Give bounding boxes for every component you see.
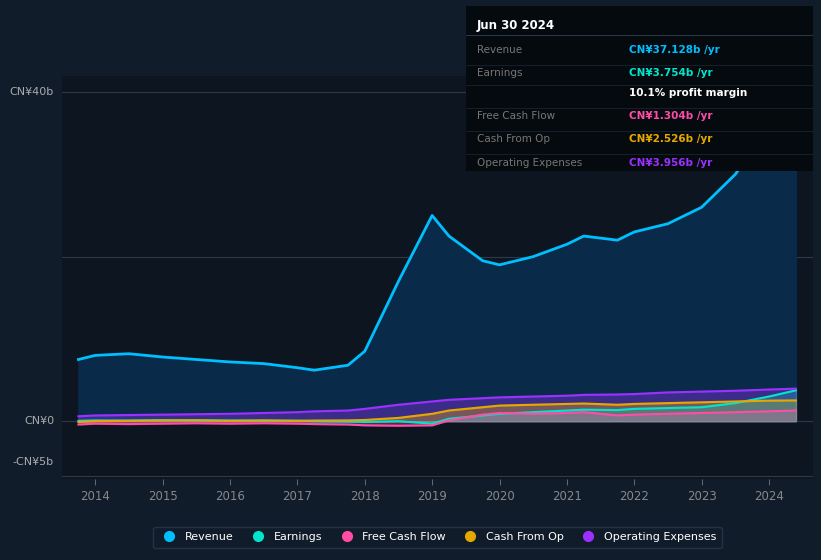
Text: 10.1% profit margin: 10.1% profit margin xyxy=(629,88,747,98)
Text: CN¥2.526b /yr: CN¥2.526b /yr xyxy=(629,134,713,144)
Text: Jun 30 2024: Jun 30 2024 xyxy=(477,19,555,32)
Text: Operating Expenses: Operating Expenses xyxy=(477,157,582,167)
Text: Cash From Op: Cash From Op xyxy=(477,134,550,144)
Text: CN¥1.304b /yr: CN¥1.304b /yr xyxy=(629,111,713,122)
Text: Earnings: Earnings xyxy=(477,68,522,78)
Legend: Revenue, Earnings, Free Cash Flow, Cash From Op, Operating Expenses: Revenue, Earnings, Free Cash Flow, Cash … xyxy=(153,527,722,548)
Text: Free Cash Flow: Free Cash Flow xyxy=(477,111,555,122)
Text: -CN¥5b: -CN¥5b xyxy=(13,458,54,468)
Text: CN¥40b: CN¥40b xyxy=(10,87,54,97)
Text: Revenue: Revenue xyxy=(477,45,522,55)
Text: CN¥37.128b /yr: CN¥37.128b /yr xyxy=(629,45,720,55)
Text: CN¥3.956b /yr: CN¥3.956b /yr xyxy=(629,157,713,167)
Text: CN¥3.754b /yr: CN¥3.754b /yr xyxy=(629,68,713,78)
Text: CN¥0: CN¥0 xyxy=(24,416,54,426)
